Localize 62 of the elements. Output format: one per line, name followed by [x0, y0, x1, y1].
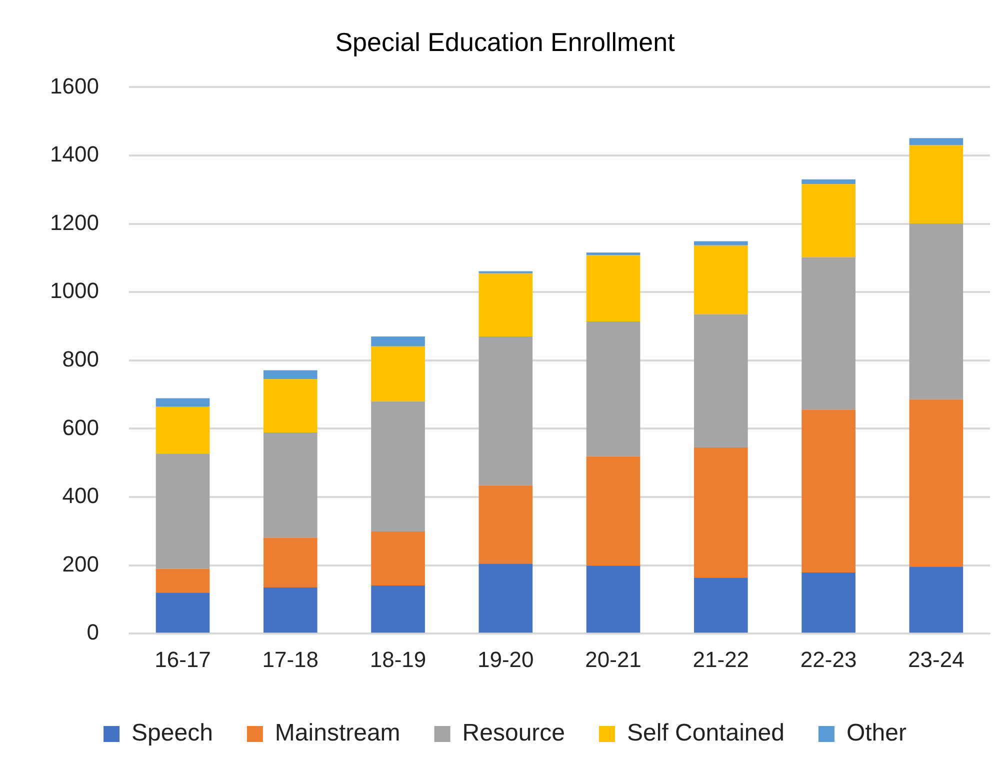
bar [156, 398, 210, 407]
bar [263, 587, 318, 633]
bar [156, 454, 210, 569]
bar [586, 456, 640, 566]
bar [802, 572, 856, 633]
x-tick-label: 21-22 [692, 646, 750, 672]
bar [586, 321, 640, 456]
legend-label: Speech [132, 720, 213, 747]
y-tick-label: 1600 [50, 73, 99, 98]
legend-label: Self Contained [627, 720, 784, 747]
legend-label: Other [846, 720, 906, 747]
bar [263, 432, 318, 538]
bar [802, 179, 856, 184]
y-tick-label: 1000 [50, 278, 99, 304]
bar [909, 399, 964, 567]
bar [586, 255, 640, 322]
bar [371, 336, 425, 346]
y-tick-label: 600 [62, 414, 99, 440]
bar [156, 592, 210, 633]
bar [694, 241, 748, 246]
bar [263, 538, 318, 588]
x-tick-label: 18-19 [370, 646, 426, 672]
x-tick-label: 16-17 [154, 646, 211, 672]
bar [586, 566, 640, 633]
bar [371, 585, 425, 633]
bar [371, 401, 425, 532]
x-tick-label: 22-23 [800, 646, 857, 672]
bar [263, 379, 318, 432]
bar [909, 223, 964, 400]
x-tick-label: 23-24 [908, 646, 964, 672]
bar [802, 410, 856, 572]
y-tick-label: 1200 [50, 210, 99, 235]
bar [478, 336, 533, 486]
bar [371, 346, 425, 402]
bar [909, 145, 964, 224]
x-tick-label: 20-21 [585, 646, 642, 672]
bar [694, 578, 748, 633]
bar [909, 566, 964, 633]
x-tick-label: 17-18 [262, 646, 319, 672]
bar [263, 370, 318, 380]
bar [478, 485, 533, 564]
y-tick-label: 0 [86, 620, 99, 645]
bar [478, 564, 533, 633]
chart-title: Special Education Enrollment [335, 26, 676, 57]
y-tick-label: 800 [62, 346, 99, 372]
bar [586, 252, 640, 256]
bar [694, 314, 748, 448]
bar [694, 447, 748, 578]
bar [156, 568, 210, 593]
bar [478, 273, 533, 336]
x-tick-label: 19-20 [478, 646, 534, 672]
bar [802, 257, 856, 410]
bar [909, 138, 964, 146]
bar [802, 184, 856, 258]
bar [156, 406, 210, 454]
bar [694, 245, 748, 314]
legend-label: Mainstream [274, 720, 400, 747]
y-tick-label: 200 [62, 551, 99, 576]
bar [371, 531, 425, 586]
legend-label: Resource [462, 720, 566, 747]
y-tick-label: 1400 [50, 142, 99, 167]
y-tick-label: 400 [62, 483, 99, 508]
